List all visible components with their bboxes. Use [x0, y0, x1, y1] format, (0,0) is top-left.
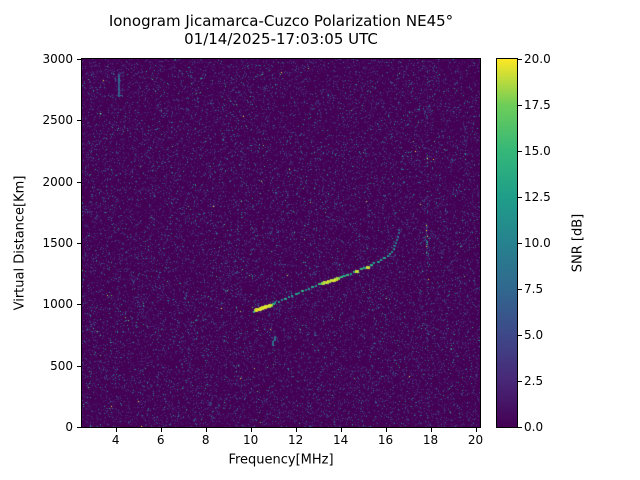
y-tick-label: 2000: [42, 174, 73, 189]
x-tick-mark: [430, 428, 432, 432]
x-tick-mark: [385, 428, 387, 432]
colorbar-tick-mark: [518, 197, 522, 198]
colorbar-canvas: [497, 59, 517, 427]
y-tick-mark: [77, 243, 81, 244]
x-tick-label: 8: [201, 433, 210, 447]
x-tick-mark: [475, 428, 477, 432]
colorbar-tick-label: 20.0: [524, 52, 551, 66]
y-tick-label: 1000: [42, 297, 73, 312]
x-tick-mark: [205, 428, 207, 432]
x-tick-label: 4: [111, 433, 120, 447]
chart-title: Ionogram Jicamarca-Cuzco Polarization NE…: [108, 12, 454, 30]
colorbar-tick-mark: [518, 289, 522, 290]
y-tick-mark: [77, 304, 81, 306]
colorbar-frame: [496, 58, 518, 428]
colorbar-tick-mark: [518, 427, 522, 428]
colorbar-label: SNR [dB]: [570, 213, 586, 273]
y-tick-label: 0: [65, 420, 73, 434]
chart-subtitle: 01/14/2025-17:03:05 UTC: [184, 30, 378, 48]
y-tick-mark: [77, 59, 81, 60]
colorbar-tick-label: 0.0: [524, 420, 544, 434]
x-tick-label: 6: [156, 433, 165, 447]
colorbar-tick-mark: [518, 59, 522, 60]
y-tick-label: 1500: [42, 236, 73, 250]
y-tick-label: 2500: [42, 113, 73, 128]
colorbar-tick-label: 7.5: [524, 282, 544, 296]
plot-frame: [81, 58, 481, 428]
x-tick-mark: [250, 428, 252, 432]
x-tick-label: 14: [332, 433, 349, 447]
colorbar-tick-mark: [518, 335, 522, 336]
colorbar-tick-mark: [518, 105, 522, 106]
colorbar-tick-label: 17.5: [524, 98, 551, 112]
colorbar-tick-mark: [518, 151, 522, 152]
y-axis-label: Virtual Distance[Km]: [12, 175, 28, 311]
colorbar-tick-mark: [518, 381, 522, 382]
y-tick-mark: [77, 120, 81, 122]
ionogram-heatmap-canvas: [82, 59, 480, 427]
colorbar-tick-label: 15.0: [524, 144, 551, 158]
x-axis-label: Frequency[MHz]: [228, 452, 334, 468]
y-tick-label: 500: [50, 358, 73, 373]
x-tick-mark: [115, 428, 117, 432]
x-tick-label: 12: [287, 433, 304, 447]
x-tick-label: 20: [467, 433, 484, 447]
y-tick-mark: [77, 181, 81, 183]
x-tick-label: 16: [377, 433, 394, 447]
colorbar-tick-label: 5.0: [524, 328, 544, 342]
x-tick-mark: [295, 428, 297, 432]
colorbar-tick-label: 2.5: [524, 374, 544, 388]
x-tick-mark: [340, 428, 342, 432]
y-tick-label: 3000: [42, 52, 73, 66]
x-tick-label: 10: [243, 433, 259, 447]
y-tick-mark: [77, 365, 81, 367]
colorbar-tick-mark: [518, 243, 522, 244]
x-tick-mark: [160, 428, 162, 432]
colorbar-tick-label: 10.0: [524, 236, 551, 250]
colorbar-tick-label: 12.5: [524, 190, 551, 204]
x-tick-label: 18: [422, 433, 439, 447]
y-tick-mark: [77, 427, 81, 428]
